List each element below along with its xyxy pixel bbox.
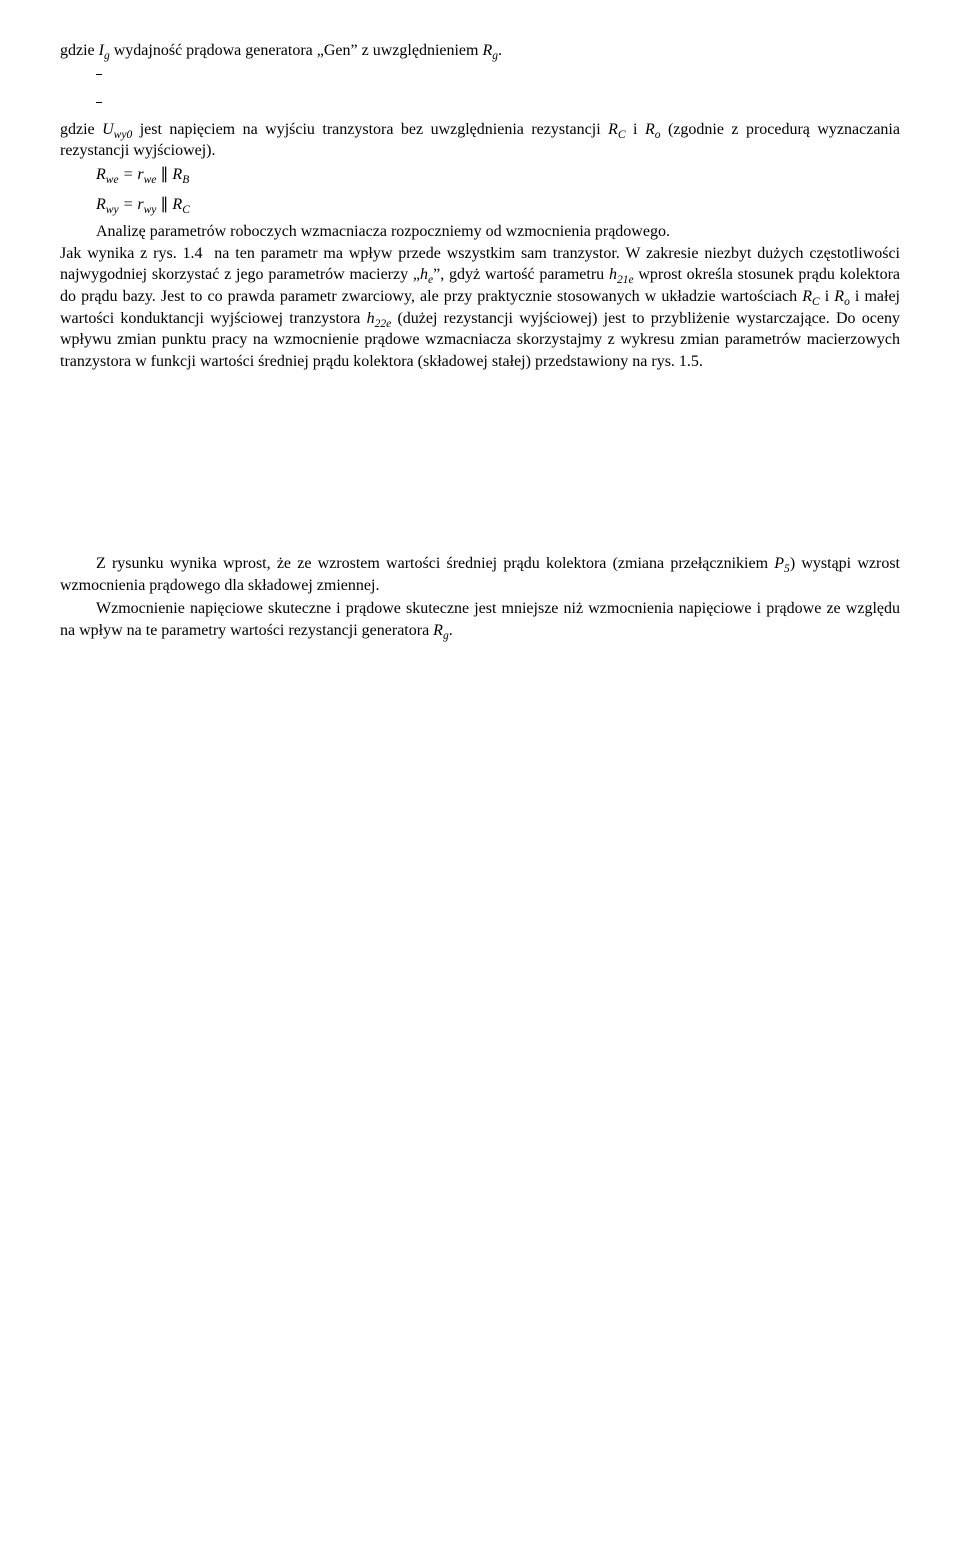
para-after-f: gdzie Uwy0 jest napięciem na wyjściu tra…: [60, 119, 900, 162]
eq-1-8: Rwy = rwy ∥ RC: [96, 194, 900, 216]
para-c: Wzmocnienie napięciowe skuteczne i prądo…: [60, 598, 900, 641]
big-para: Analizę parametrów roboczych wzmacniacza…: [60, 221, 900, 372]
eq-1-7: Rwe = rwe ∥ RB: [96, 164, 900, 186]
eq-1-6: [96, 91, 900, 113]
figure-1-4: [60, 382, 900, 539]
chart-svg: [330, 382, 630, 532]
intro-line: gdzie Ig wydajność prądowa generatora „G…: [60, 40, 900, 62]
eq-1-5: [96, 64, 900, 86]
para-a: Z rysunku wynika wprost, że ze wzrostem …: [60, 553, 900, 596]
